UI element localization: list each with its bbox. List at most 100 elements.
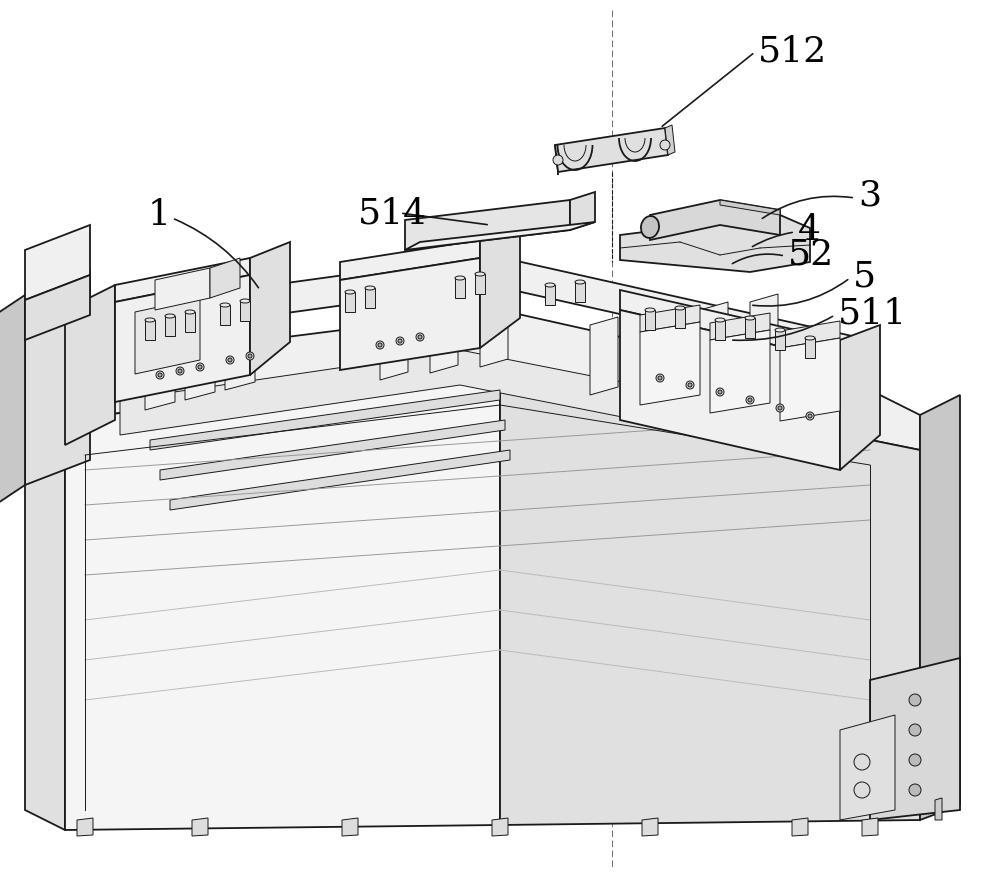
Text: 514: 514: [358, 196, 427, 230]
Ellipse shape: [675, 306, 685, 310]
Ellipse shape: [645, 308, 655, 312]
Circle shape: [158, 373, 162, 377]
Ellipse shape: [805, 336, 815, 340]
Polygon shape: [365, 288, 375, 308]
Text: 1: 1: [148, 198, 171, 232]
Polygon shape: [220, 305, 230, 325]
Polygon shape: [475, 274, 485, 294]
Polygon shape: [430, 290, 458, 373]
Polygon shape: [380, 297, 408, 380]
Text: 512: 512: [758, 35, 827, 69]
Polygon shape: [745, 318, 755, 338]
Polygon shape: [720, 200, 780, 215]
Polygon shape: [575, 282, 585, 302]
Polygon shape: [805, 338, 815, 358]
Polygon shape: [340, 258, 480, 370]
Ellipse shape: [775, 328, 785, 332]
Polygon shape: [25, 270, 90, 335]
Circle shape: [716, 388, 724, 396]
Ellipse shape: [475, 272, 485, 276]
Polygon shape: [840, 325, 880, 470]
Polygon shape: [640, 322, 700, 405]
Polygon shape: [240, 301, 250, 321]
Polygon shape: [25, 275, 90, 340]
Polygon shape: [780, 338, 840, 421]
Ellipse shape: [185, 310, 195, 314]
Circle shape: [688, 383, 692, 387]
Polygon shape: [65, 285, 115, 445]
Polygon shape: [500, 365, 920, 825]
Polygon shape: [715, 320, 725, 340]
Polygon shape: [665, 125, 675, 155]
Text: 511: 511: [838, 296, 907, 330]
Text: 3: 3: [858, 178, 881, 212]
Circle shape: [178, 369, 182, 373]
Polygon shape: [555, 145, 558, 175]
Polygon shape: [545, 285, 555, 305]
Circle shape: [553, 155, 563, 165]
Circle shape: [660, 140, 670, 150]
Polygon shape: [645, 310, 655, 330]
Polygon shape: [640, 310, 668, 388]
Polygon shape: [115, 258, 250, 302]
Polygon shape: [185, 312, 215, 400]
Ellipse shape: [145, 318, 155, 322]
Polygon shape: [155, 268, 210, 310]
Circle shape: [176, 367, 184, 375]
Circle shape: [854, 782, 870, 798]
Ellipse shape: [545, 283, 555, 287]
Polygon shape: [135, 298, 200, 374]
Circle shape: [854, 754, 870, 770]
Circle shape: [778, 406, 782, 410]
Polygon shape: [65, 365, 500, 830]
Polygon shape: [25, 225, 90, 300]
Polygon shape: [862, 818, 878, 836]
Polygon shape: [620, 215, 810, 272]
Polygon shape: [340, 240, 480, 280]
Polygon shape: [555, 128, 668, 172]
Text: 4: 4: [798, 213, 821, 247]
Ellipse shape: [240, 299, 250, 303]
Polygon shape: [210, 258, 240, 298]
Circle shape: [396, 337, 404, 345]
Text: 5: 5: [853, 259, 876, 293]
Circle shape: [909, 784, 921, 796]
Circle shape: [909, 754, 921, 766]
Circle shape: [808, 414, 812, 418]
Polygon shape: [710, 313, 770, 340]
Circle shape: [416, 333, 424, 341]
Polygon shape: [750, 294, 778, 372]
Polygon shape: [120, 350, 840, 460]
Polygon shape: [710, 330, 770, 413]
Polygon shape: [145, 322, 175, 410]
Polygon shape: [90, 255, 870, 370]
Polygon shape: [170, 450, 510, 510]
Polygon shape: [935, 798, 942, 820]
Circle shape: [156, 371, 164, 379]
Polygon shape: [77, 818, 93, 836]
Polygon shape: [185, 312, 195, 332]
Polygon shape: [620, 310, 840, 470]
Circle shape: [418, 335, 422, 339]
Circle shape: [228, 358, 232, 362]
Ellipse shape: [165, 314, 175, 318]
Polygon shape: [780, 321, 840, 348]
Circle shape: [718, 390, 722, 394]
Polygon shape: [590, 317, 618, 395]
Polygon shape: [650, 200, 780, 240]
Polygon shape: [480, 228, 520, 348]
Polygon shape: [192, 818, 208, 836]
Circle shape: [378, 343, 382, 347]
Polygon shape: [620, 290, 840, 360]
Polygon shape: [145, 320, 155, 340]
Circle shape: [226, 356, 234, 364]
Ellipse shape: [575, 280, 585, 284]
Polygon shape: [480, 284, 508, 367]
Ellipse shape: [220, 303, 230, 307]
Circle shape: [806, 412, 814, 420]
Polygon shape: [250, 242, 290, 375]
Circle shape: [909, 724, 921, 736]
Polygon shape: [25, 310, 920, 450]
Polygon shape: [405, 222, 595, 250]
Ellipse shape: [365, 286, 375, 290]
